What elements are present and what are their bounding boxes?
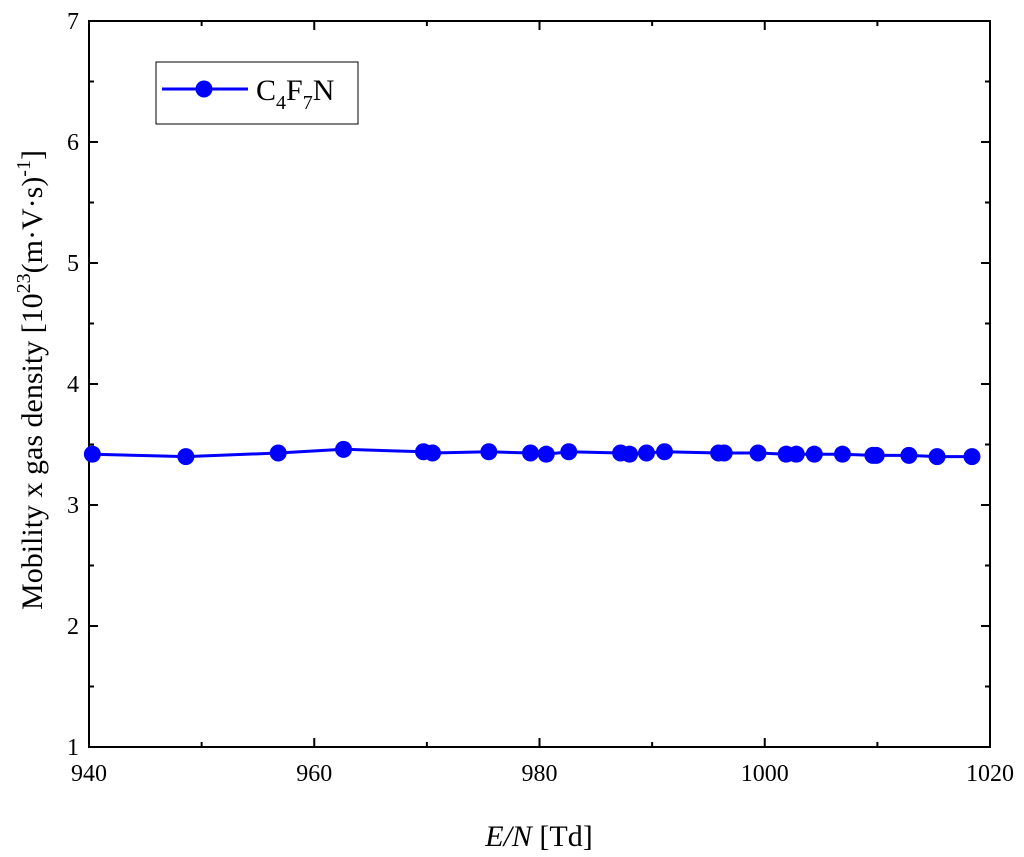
legend-label-c: C bbox=[256, 74, 276, 107]
data-point bbox=[537, 445, 555, 463]
data-point bbox=[928, 448, 946, 466]
legend-marker bbox=[195, 80, 213, 98]
data-point bbox=[177, 448, 195, 466]
y-axis-title-mid: (m·V·s) bbox=[16, 177, 49, 274]
plot-frame bbox=[88, 20, 991, 748]
x-axis-title-italic: E/N bbox=[484, 820, 534, 853]
y-axis-title-exp2: -1 bbox=[13, 160, 35, 177]
data-point bbox=[637, 444, 655, 462]
data-point bbox=[900, 446, 918, 464]
data-point bbox=[521, 444, 539, 462]
y-tick-label: 3 bbox=[67, 493, 79, 519]
x-tick-label: 1000 bbox=[741, 761, 789, 787]
data-point bbox=[656, 443, 674, 461]
y-tick-label: 7 bbox=[67, 9, 79, 35]
series-layer bbox=[83, 440, 981, 466]
y-tick-label: 2 bbox=[67, 614, 79, 640]
data-point bbox=[83, 445, 101, 463]
y-axis-title-suffix: ] bbox=[16, 150, 49, 160]
y-axis-title-prefix: Mobility x gas density [10 bbox=[16, 293, 49, 610]
legend-label-f: F bbox=[286, 74, 303, 107]
y-axis-title: Mobility x gas density [1023(m·V·s)-1] bbox=[13, 150, 49, 610]
x-tick-label: 960 bbox=[296, 761, 332, 787]
data-point bbox=[621, 445, 639, 463]
data-point bbox=[335, 440, 353, 458]
y-axis-title-exp: 23 bbox=[13, 273, 35, 293]
legend-box bbox=[155, 61, 359, 125]
legend: C4F7N bbox=[155, 61, 359, 125]
y-tick-label: 5 bbox=[67, 251, 79, 277]
data-point bbox=[867, 446, 885, 464]
y-tick-label: 6 bbox=[67, 130, 79, 156]
data-point bbox=[963, 448, 981, 466]
data-point bbox=[787, 445, 805, 463]
axis-ticks bbox=[88, 20, 991, 748]
x-axis-title-unit: [Td] bbox=[532, 820, 593, 853]
x-tick-label: 940 bbox=[71, 761, 107, 787]
legend-label-sub1: 4 bbox=[276, 92, 286, 114]
data-point bbox=[805, 445, 823, 463]
data-point bbox=[269, 444, 287, 462]
data-point bbox=[833, 445, 851, 463]
x-tick-label: 980 bbox=[522, 761, 558, 787]
legend-label-n: N bbox=[313, 74, 335, 107]
x-axis-title: E/N [Td] bbox=[484, 820, 592, 853]
y-tick-label: 1 bbox=[67, 735, 79, 761]
y-tick-label: 4 bbox=[67, 372, 79, 398]
data-point bbox=[715, 444, 733, 462]
legend-label-sub2: 7 bbox=[303, 92, 313, 114]
data-point bbox=[749, 444, 767, 462]
data-point bbox=[560, 443, 578, 461]
data-point bbox=[480, 443, 498, 461]
x-tick-label: 1020 bbox=[966, 761, 1014, 787]
legend-label: C4F7N bbox=[256, 74, 334, 114]
data-point bbox=[424, 444, 442, 462]
axis-tick-labels: 940 960 980 1000 1020 1 2 3 4 5 6 7 bbox=[67, 9, 1014, 787]
